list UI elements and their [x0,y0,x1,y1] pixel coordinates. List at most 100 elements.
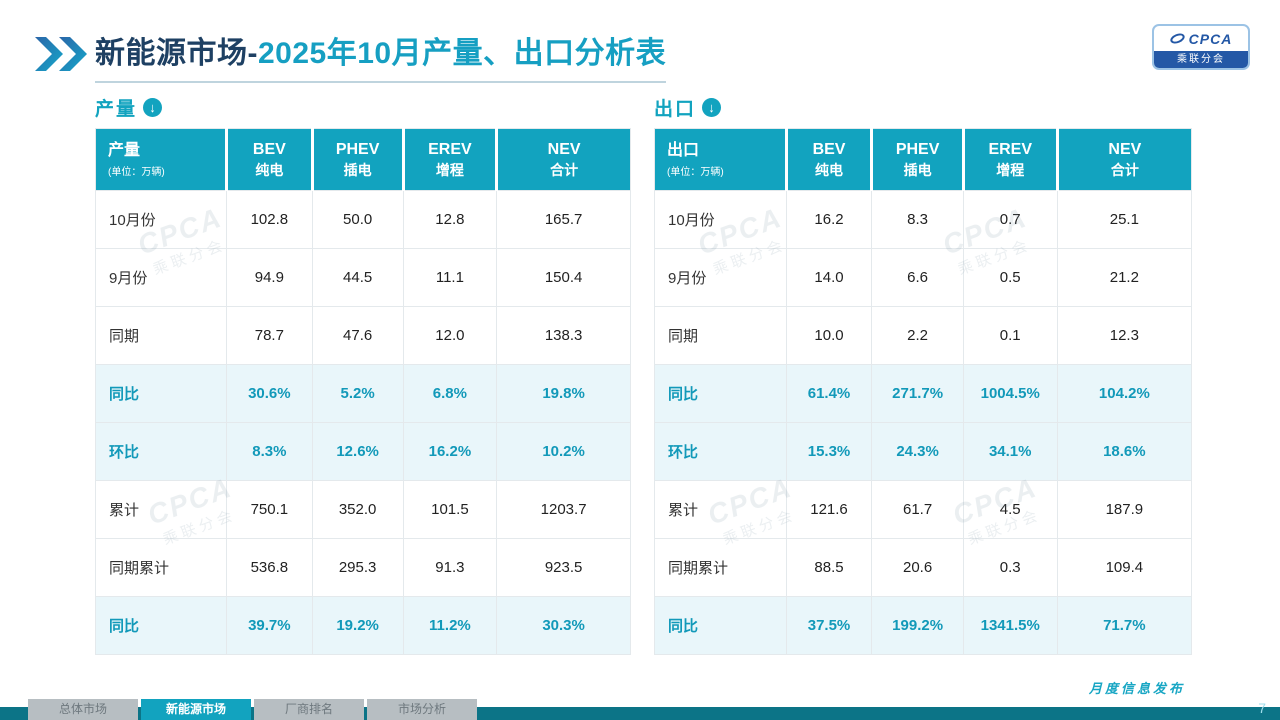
row-label-cell: 9月份 [654,248,787,307]
title-main: 2025年10月产量、出口分析表 [258,37,667,70]
row-label-cell: 同比 [94,364,228,423]
table-row: 9月份 94.9 44.5 11.1 150.4 [94,248,631,307]
value-cell: 187.9 [1056,480,1193,539]
export-table-wrap: 出口 (单位：万辆) BEV 纯电 PHEV 插电 EREV 增程 NEV 合计 10月份 16.2 8… [654,128,1193,655]
row-label-cell: 同期累计 [94,538,228,597]
value-cell: 12.0 [402,306,498,365]
row-label-cell: 10月份 [94,190,228,249]
page-number: 7 [1258,700,1266,716]
value-cell: 4.5 [962,480,1058,539]
data-table: 出口 (单位：万辆) BEV 纯电 PHEV 插电 EREV 增程 NEV 合计 10月份 16.2 8… [654,128,1193,655]
value-cell: 18.6% [1056,422,1193,481]
table-row: 累计 121.6 61.7 4.5 187.9 [654,480,1193,539]
value-cell: 50.0 [311,190,404,249]
table-row: 同期 10.0 2.2 0.1 12.3 [654,306,1193,365]
row-label-cell: 环比 [94,422,228,481]
table-row: 环比 15.3% 24.3% 34.1% 18.6% [654,422,1193,481]
value-cell: 1341.5% [962,596,1058,655]
row-label-cell: 10月份 [654,190,787,249]
value-cell: 19.8% [496,364,631,423]
row-label-cell: 同比 [94,596,228,655]
value-cell: 19.2% [311,596,404,655]
table-row: 同比 61.4% 271.7% 1004.5% 104.2% [654,364,1193,423]
column-header: EREV 增程 [401,128,497,191]
value-cell: 44.5 [311,248,404,307]
row-label-cell: 累计 [654,480,787,539]
export-section-head: 出口 ↓ [654,95,1192,120]
double-chevron-icon [33,36,89,72]
logo-text: CPCA [1188,30,1233,47]
table-title-cell: 产量 (单位：万辆) [95,128,227,191]
value-cell: 109.4 [1056,538,1193,597]
value-cell: 30.3% [496,596,631,655]
value-cell: 15.3% [785,422,873,481]
column-header: NEV 合计 [1055,128,1192,191]
value-cell: 121.6 [785,480,873,539]
production-section: 产量 ↓ 产量 (单位：万辆) BEV 纯电 PHEV 插电 EREV 增程 NEV 合计 10月份… [94,95,631,655]
value-cell: 39.7% [226,596,313,655]
value-cell: 16.2% [402,422,498,481]
value-cell: 71.7% [1056,596,1193,655]
footer-tab-1[interactable]: 总体市场 [28,699,138,720]
table-title-cell: 出口 (单位：万辆) [654,128,787,191]
value-cell: 536.8 [226,538,313,597]
column-header: BEV 纯电 [784,128,872,191]
table-row: 同期 78.7 47.6 12.0 138.3 [94,306,631,365]
row-label-cell: 同期 [94,306,228,365]
footer-tab-2[interactable]: 新能源市场 [141,699,251,720]
value-cell: 150.4 [496,248,631,307]
value-cell: 16.2 [785,190,873,249]
footer-note: 月度信息发布 [1088,681,1185,696]
value-cell: 91.3 [402,538,498,597]
value-cell: 0.5 [962,248,1058,307]
production-section-head: 产量 ↓ [95,95,631,120]
table-row: 同期累计 536.8 295.3 91.3 923.5 [94,538,631,597]
value-cell: 8.3% [226,422,313,481]
table-row: 10月份 16.2 8.3 0.7 25.1 [654,190,1193,249]
value-cell: 295.3 [311,538,404,597]
footer-tab-4[interactable]: 市场分析 [367,699,477,720]
value-cell: 12.3 [1056,306,1193,365]
value-cell: 20.6 [871,538,964,597]
value-cell: 61.7 [871,480,964,539]
value-cell: 37.5% [785,596,873,655]
export-title: 出口 [654,98,697,120]
row-label-cell: 环比 [654,422,787,481]
row-label-cell: 9月份 [94,248,228,307]
title-prefix: 新能源市场- [95,37,258,70]
value-cell: 104.2% [1056,364,1193,423]
value-cell: 101.5 [402,480,498,539]
value-cell: 10.0 [785,306,873,365]
production-table-wrap: 产量 (单位：万辆) BEV 纯电 PHEV 插电 EREV 增程 NEV 合计 10月份 102.8… [94,128,631,655]
value-cell: 1203.7 [496,480,631,539]
row-label-cell: 同期 [654,306,787,365]
page-title: 新能源市场-2025年10月产量、出口分析表 [95,28,667,83]
data-table: 产量 (单位：万辆) BEV 纯电 PHEV 插电 EREV 增程 NEV 合计 10月份 102.8… [94,128,631,655]
row-label-cell: 同期累计 [654,538,787,597]
row-label-cell: 同比 [654,596,787,655]
value-cell: 6.6 [871,248,964,307]
header-row: 出口 (单位：万辆) BEV 纯电 PHEV 插电 EREV 增程 NEV 合计 [654,128,1192,191]
value-cell: 24.3% [871,422,964,481]
production-title: 产量 [95,98,138,120]
row-label-cell: 同比 [654,364,787,423]
value-cell: 47.6 [311,306,404,365]
value-cell: 2.2 [871,306,964,365]
value-cell: 750.1 [226,480,313,539]
footer-tab-3[interactable]: 厂商排名 [254,699,364,720]
cpca-logo: CPCA 乘联分会 [1152,24,1250,70]
value-cell: 0.7 [962,190,1058,249]
download-arrow-icon: ↓ [143,97,163,117]
table-row: 同比 30.6% 5.2% 6.8% 19.8% [94,364,631,423]
value-cell: 30.6% [226,364,313,423]
value-cell: 61.4% [785,364,873,423]
footer-nav: 总体市场 新能源市场 厂商排名 市场分析 [28,699,477,720]
value-cell: 352.0 [311,480,404,539]
value-cell: 1004.5% [962,364,1058,423]
value-cell: 138.3 [496,306,631,365]
value-cell: 0.3 [962,538,1058,597]
table-row: 同比 39.7% 19.2% 11.2% 30.3% [94,596,631,655]
column-header: PHEV 插电 [310,128,404,191]
value-cell: 165.7 [496,190,631,249]
